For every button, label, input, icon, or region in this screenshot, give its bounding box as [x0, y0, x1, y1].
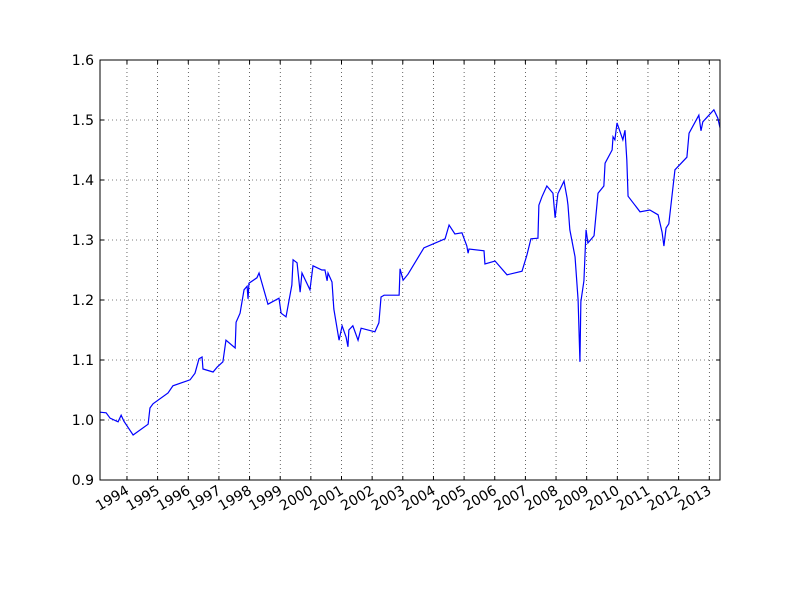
y-tick-label: 1.1	[72, 353, 94, 369]
y-tick-label: 1.2	[72, 293, 94, 309]
y-tick-label: 1.6	[72, 53, 94, 69]
plot-frame	[99, 59, 721, 481]
y-tick-label: 0.9	[72, 473, 94, 489]
data-line	[99, 108, 721, 436]
y-tick-label: 1.0	[72, 413, 94, 429]
y-tick-label: 1.3	[72, 233, 94, 249]
y-tick-label: 1.4	[72, 173, 94, 189]
y-tick-label: 1.5	[72, 113, 94, 129]
